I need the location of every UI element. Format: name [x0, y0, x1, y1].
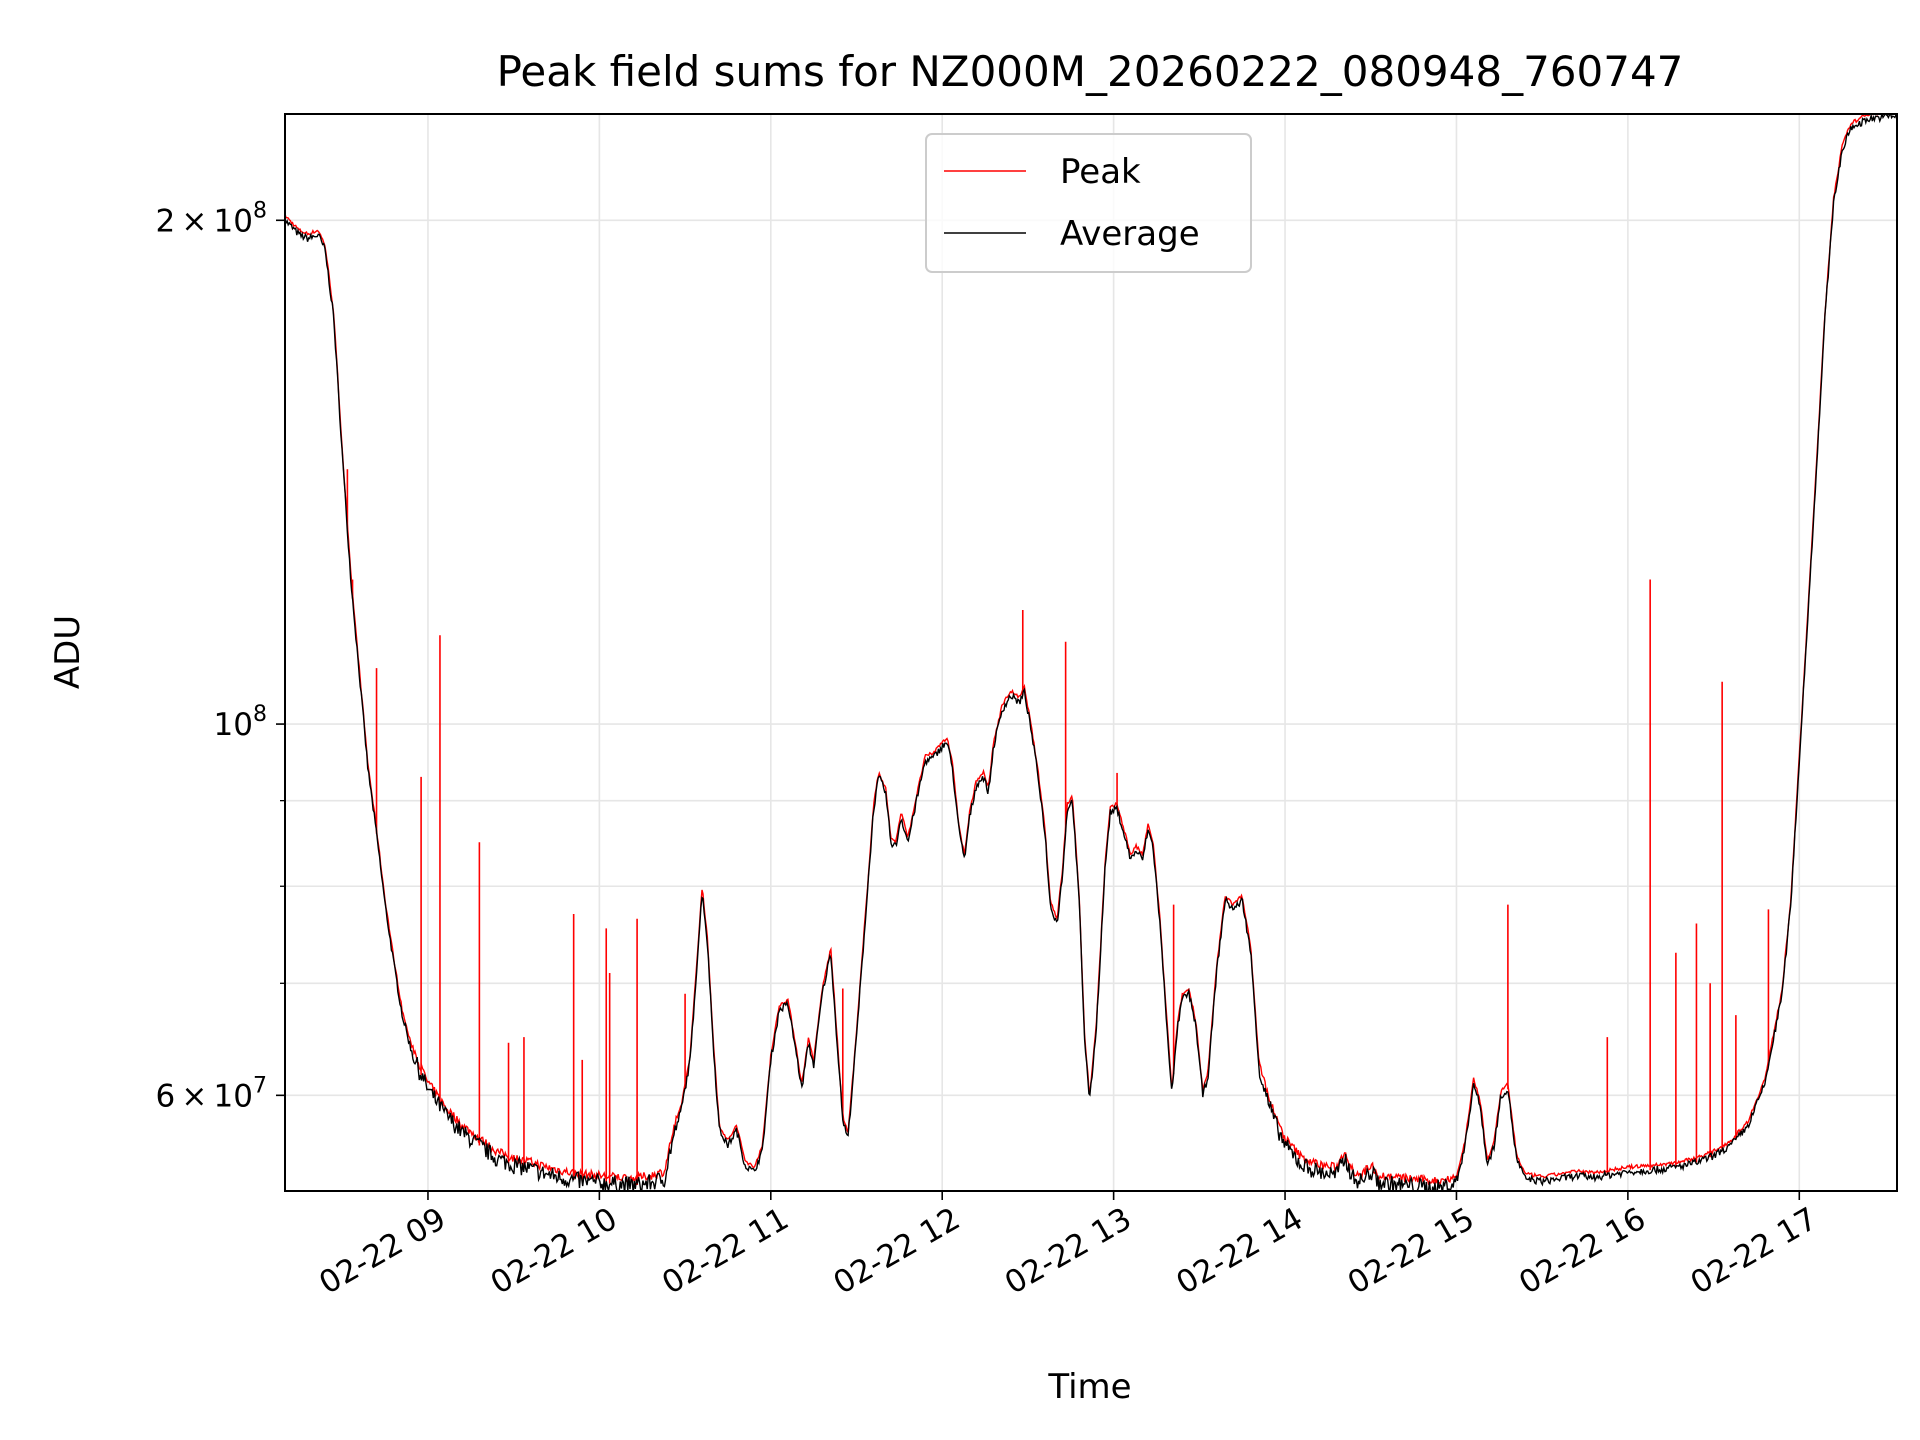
legend-box [925, 133, 1252, 273]
plot-frame [284, 113, 1898, 1192]
legend-average-label: Average [1060, 214, 1200, 254]
y-tick-label: 108 [214, 702, 267, 743]
legend-peak-label: Peak [1060, 152, 1141, 192]
average-series-line [285, 114, 1897, 1191]
y-axis-label: ADU [48, 615, 88, 689]
y-tick-label: 2 × 108 [155, 198, 267, 239]
chart-title: Peak field sums for NZ000M_20260222_0809… [497, 47, 1684, 96]
y-axis: 2 × 108 108 6 × 107 [155, 198, 285, 1114]
x-axis-label: Time [1047, 1367, 1131, 1407]
y-tick-label: 6 × 107 [155, 1073, 267, 1114]
legend: Peak Average [925, 133, 1252, 273]
